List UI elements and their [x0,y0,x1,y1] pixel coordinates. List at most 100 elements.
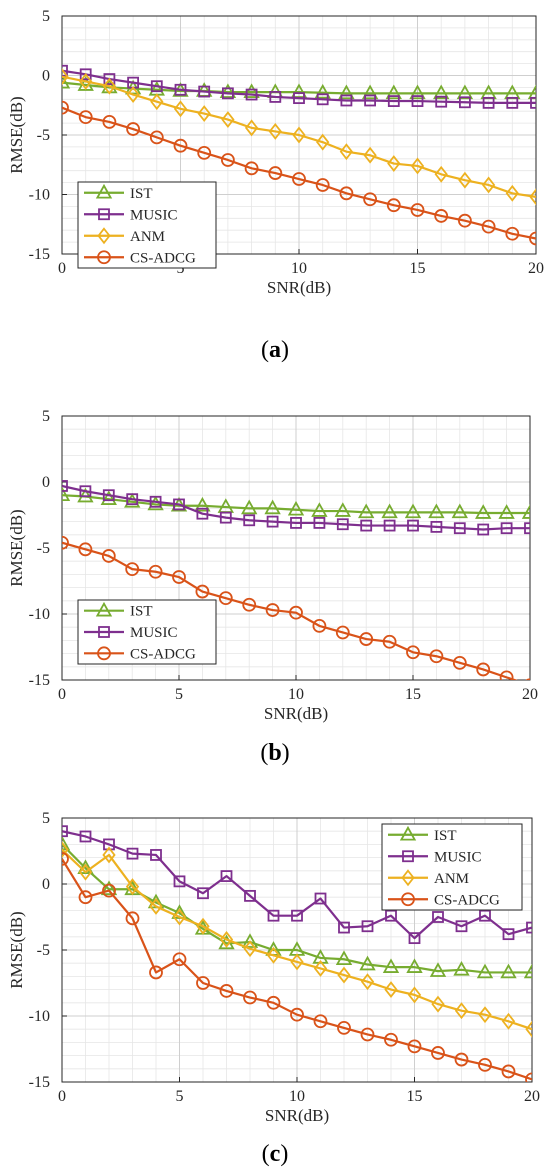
data-point [454,1002,469,1020]
series-music [62,480,530,536]
x-tick-label: 0 [58,1088,66,1105]
legend-label: IST [434,828,457,844]
data-point [358,503,375,519]
data-point [312,618,327,633]
data-point [78,542,93,557]
data-point [264,499,281,515]
y-tick-label: 0 [42,474,50,491]
data-point [453,522,466,535]
data-point [124,492,141,508]
data-point [476,963,494,979]
data-point [434,209,449,223]
y-tick-label: -5 [37,942,50,959]
data-point [62,480,68,492]
data-point [266,515,279,528]
data-point [313,960,328,977]
data-point [361,84,379,100]
series-line [62,81,536,95]
data-point [431,1046,445,1060]
data-point [290,953,304,971]
series-music [62,64,536,109]
legend-marker [399,825,417,841]
data-point [79,830,92,843]
plot-area [62,480,530,680]
data-point [150,93,164,111]
data-point [62,486,71,502]
data-point [62,68,69,86]
series-line [62,848,532,1031]
data-point [481,219,496,234]
data-point [102,489,115,502]
data-point [529,188,536,206]
data-point [529,231,536,246]
data-point [524,522,530,535]
y-tick-label: 5 [42,8,50,25]
data-point [62,535,69,550]
data-point [291,909,303,922]
data-point [404,503,422,519]
data-point [478,1057,492,1072]
data-point [501,1064,516,1079]
data-point [62,835,71,851]
x-tick-label: 5 [176,1088,184,1105]
series-line [62,75,536,198]
data-point [506,96,519,109]
data-point [360,973,375,991]
data-point [78,110,93,125]
data-point [434,165,448,183]
data-point [530,96,536,109]
legend-label: IST [130,604,153,620]
data-point [243,514,256,527]
data-point [173,498,185,511]
data-point [338,84,355,100]
data-point [241,499,258,515]
legend-marker [95,601,113,617]
y-tick-label: -10 [29,606,50,623]
data-point [505,184,519,202]
data-point [387,155,401,173]
series-line [62,484,530,531]
y-tick-label: 5 [42,408,50,425]
data-point [62,64,68,77]
data-point [101,549,116,563]
data-point [198,85,211,98]
y-axis-label: RMSE(dB) [7,96,26,173]
data-point [526,921,532,934]
data-point [382,634,397,649]
x-tick-label: 10 [289,1088,305,1105]
data-point [478,1006,492,1024]
legend: IST MUSIC CS-ADCG [77,599,217,665]
data-point [363,192,378,207]
data-point [501,1012,516,1030]
data-point [244,889,256,902]
data-point [360,519,373,532]
data-point [194,496,211,512]
y-tick-label: -10 [29,187,50,204]
data-point [339,186,354,201]
data-point [315,178,330,192]
data-point [335,625,350,640]
data-point [269,91,282,103]
data-point [500,522,513,535]
data-point [221,111,235,128]
chart-panel: 05101520-15-10-505SNR(dB)RMSE(dB)ISTMUSI… [7,8,544,363]
data-point [197,145,212,160]
data-point [458,96,471,109]
data-point [220,870,233,882]
data-point [407,519,419,532]
data-point [381,503,398,519]
series-line [62,541,518,680]
data-point [505,226,520,241]
x-tick-label: 5 [175,686,183,703]
data-point [359,632,374,646]
data-point [290,1007,304,1022]
data-point [525,1072,532,1082]
data-point [219,984,234,998]
data-point [147,495,164,511]
data-point [62,852,69,866]
data-point [244,161,259,176]
y-tick-label: 5 [42,810,50,827]
data-point [125,562,140,577]
data-point [457,213,472,228]
